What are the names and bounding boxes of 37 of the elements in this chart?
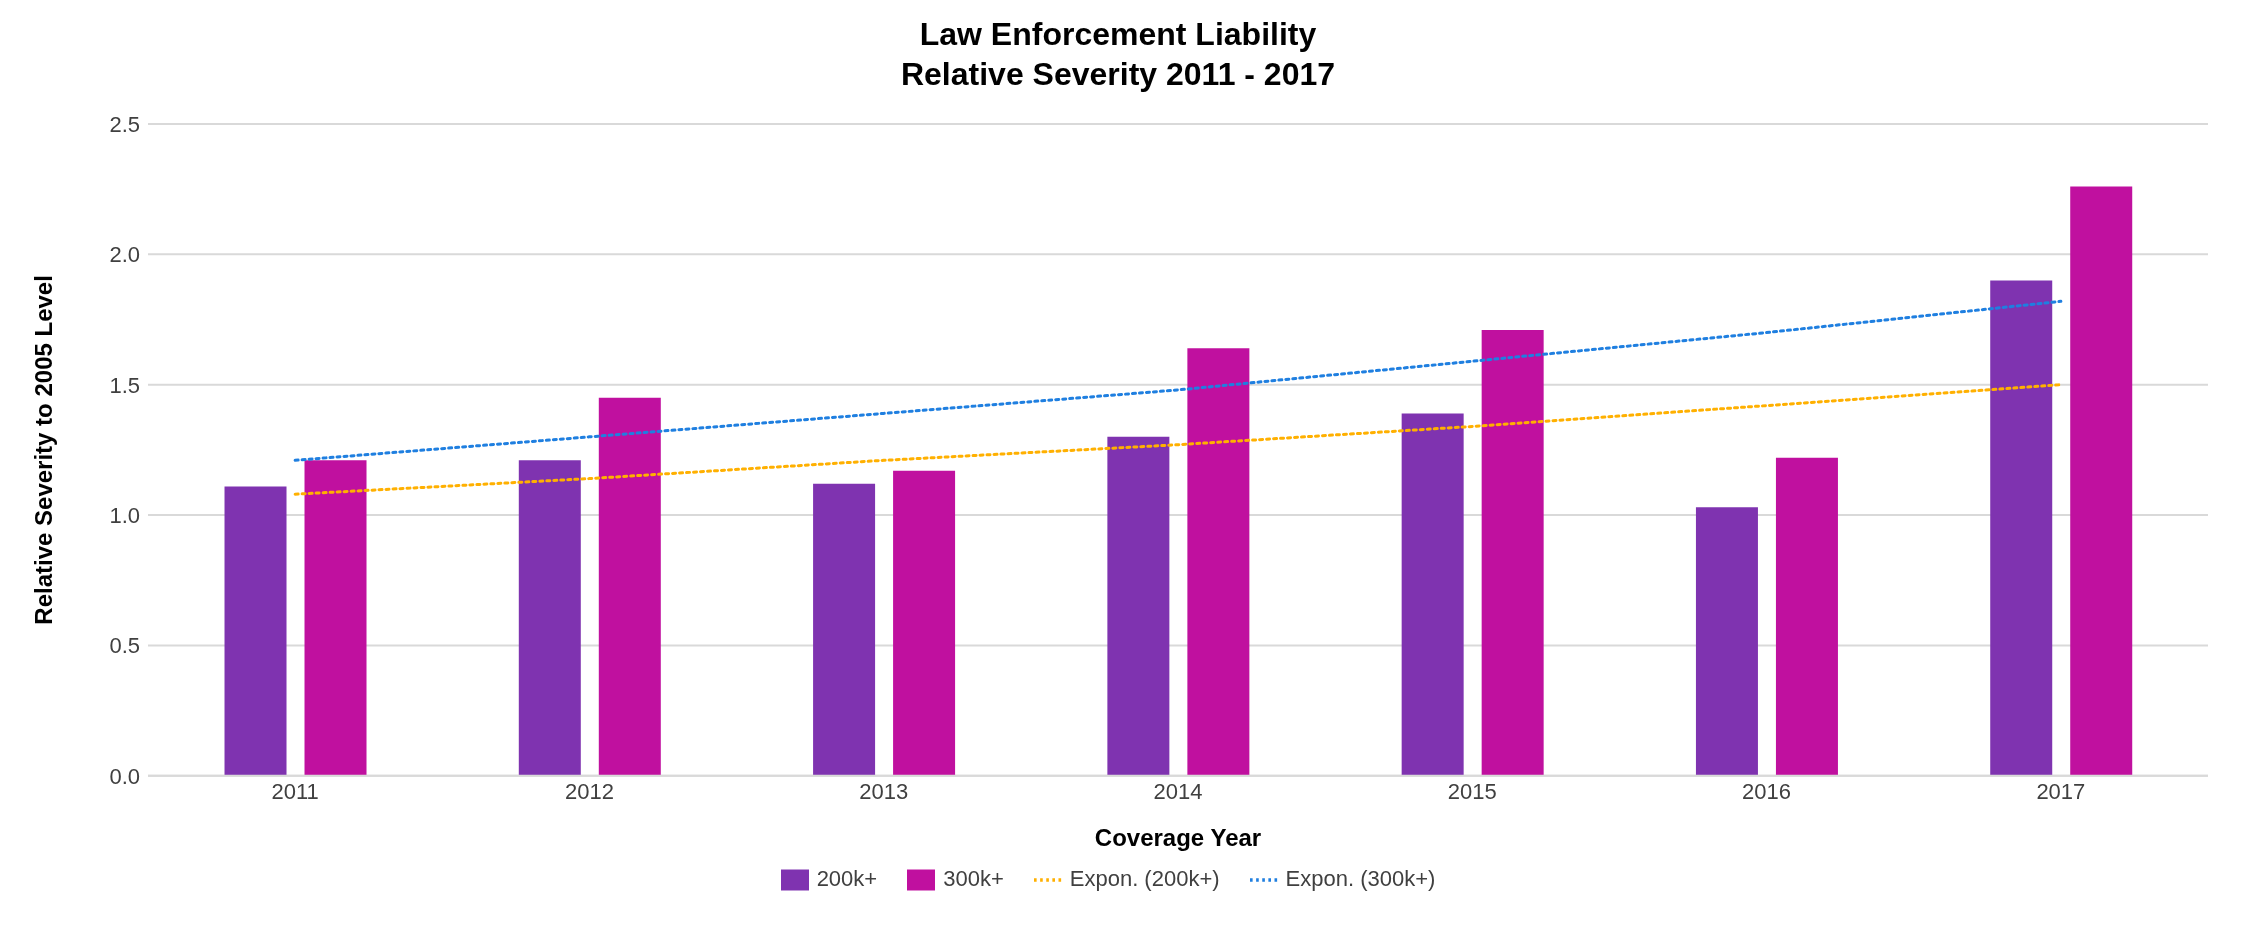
line-series xyxy=(293,299,2063,462)
bar xyxy=(1775,457,1838,776)
bar xyxy=(893,470,956,776)
legend-label: Expon. (300k+) xyxy=(1285,865,1436,891)
x-tick-label: 2014 xyxy=(1153,779,1203,805)
chart-title: Law Enforcement Liability xyxy=(918,15,1318,54)
bar xyxy=(224,486,287,776)
bar xyxy=(1990,280,2053,776)
y-tick-label: 1.0 xyxy=(109,502,140,528)
bar xyxy=(813,483,876,776)
bar xyxy=(1107,436,1170,776)
bar xyxy=(518,460,581,776)
x-tick-label: 2012 xyxy=(564,779,614,805)
bar xyxy=(304,460,367,776)
y-tick-label: 0.5 xyxy=(109,633,140,659)
x-tick-label: 2013 xyxy=(859,779,909,805)
legend-label: Expon. (200k+) xyxy=(1069,865,1220,891)
x-axis-title: Coverage Year xyxy=(1094,823,1262,851)
chart-subtitle: Relative Severity 2011 - 2017 xyxy=(899,55,1337,94)
line-series xyxy=(293,383,2063,496)
x-tick-label: 2017 xyxy=(2036,779,2086,805)
y-tick-label: 2.5 xyxy=(109,111,140,137)
bar xyxy=(1187,348,1250,776)
x-tick-label: 2016 xyxy=(1742,779,1792,805)
y-tick-label: 1.5 xyxy=(109,372,140,398)
legend-label: 300k+ xyxy=(943,865,1004,891)
x-tick-label: 2015 xyxy=(1447,779,1497,805)
bar xyxy=(2070,186,2133,776)
y-tick-label: 2.0 xyxy=(109,242,140,268)
x-tick-label: 2011 xyxy=(271,779,319,805)
bar xyxy=(598,397,661,776)
bar xyxy=(1401,413,1464,776)
bar xyxy=(1695,507,1758,776)
legend-label: 200k+ xyxy=(816,865,878,891)
y-axis-title: Relative Severity to 2005 Level xyxy=(29,275,57,625)
y-tick-label: 0.0 xyxy=(109,763,140,789)
bar xyxy=(1481,329,1544,776)
